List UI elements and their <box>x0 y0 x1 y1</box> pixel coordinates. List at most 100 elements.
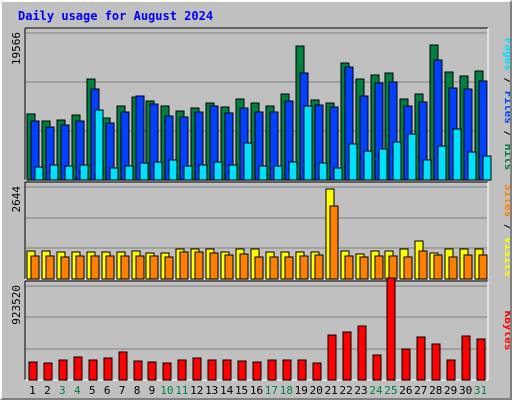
x-tick-label-4: 4 <box>74 384 81 397</box>
bar-sites-17 <box>269 256 279 280</box>
bar-sites-20 <box>314 254 324 280</box>
bar-sites-9 <box>149 255 159 280</box>
bar-sites-26 <box>403 256 413 280</box>
x-tick-label-30: 30 <box>459 384 472 397</box>
bar-pages-20 <box>318 162 328 181</box>
legend-separator: / <box>502 217 510 237</box>
bar-kbytes-5 <box>88 359 98 381</box>
bar-kbytes-19 <box>297 359 307 381</box>
bar-pages-17 <box>273 165 283 181</box>
panel-top: 19566 Pages / Files / Hits <box>10 27 510 181</box>
bar-sites-30 <box>463 254 473 280</box>
legend-item-hits: Hits <box>502 144 510 171</box>
x-tick-label-27: 27 <box>414 384 427 397</box>
bar-sites-19 <box>299 255 309 280</box>
x-tick-label-10: 10 <box>160 384 173 397</box>
legend-item-files: Files <box>502 91 510 124</box>
bar-kbytes-12 <box>192 357 202 381</box>
bar-sites-16 <box>254 256 264 280</box>
bar-kbytes-24 <box>372 354 382 381</box>
legend-item-kbytes: KBytes <box>502 311 510 351</box>
bar-kbytes-15 <box>237 360 247 381</box>
bar-pages-10 <box>168 159 178 181</box>
bar-pages-7 <box>124 165 134 181</box>
bar-sites-7 <box>120 255 130 280</box>
bar-sites-31 <box>478 254 488 280</box>
bar-sites-4 <box>75 255 85 280</box>
x-tick-label-22: 22 <box>339 384 352 397</box>
x-tick-label-21: 21 <box>325 384 338 397</box>
y-tick-label-bottom: 923520 <box>10 285 23 325</box>
bar-pages-12 <box>198 164 208 181</box>
bar-sites-14 <box>224 254 234 280</box>
bar-pages-25 <box>392 141 402 181</box>
bar-kbytes-6 <box>103 357 113 381</box>
x-tick-label-18: 18 <box>280 384 293 397</box>
x-tick-label-14: 14 <box>220 384 234 397</box>
bar-sites-29 <box>448 256 458 280</box>
x-tick-label-2: 2 <box>44 384 51 397</box>
bar-kbytes-26 <box>401 348 411 381</box>
bar-kbytes-29 <box>446 359 456 381</box>
bar-sites-5 <box>90 255 100 280</box>
y-tick-label-middle: 2644 <box>10 186 23 213</box>
bar-sites-15 <box>239 253 249 280</box>
x-tick-label-16: 16 <box>250 384 263 397</box>
series-pages <box>34 105 492 181</box>
x-tick-label-11: 11 <box>175 384 188 397</box>
bar-sites-10 <box>164 256 174 280</box>
bar-pages-26 <box>407 133 417 181</box>
bar-pages-9 <box>153 161 163 181</box>
y-tick-label-top: 19566 <box>10 32 23 65</box>
bar-kbytes-13 <box>207 359 217 381</box>
bar-kbytes-14 <box>222 359 232 381</box>
bar-kbytes-9 <box>147 361 157 381</box>
bar-sites-21 <box>329 205 339 280</box>
bar-kbytes-2 <box>43 362 53 381</box>
bar-pages-14 <box>228 164 238 181</box>
x-tick-label-6: 6 <box>104 384 111 397</box>
bar-sites-22 <box>344 255 354 280</box>
bar-pages-24 <box>378 148 388 181</box>
bar-sites-12 <box>194 251 204 280</box>
bar-pages-30 <box>467 151 477 181</box>
bar-sites-13 <box>209 252 219 280</box>
bar-kbytes-31 <box>476 338 486 381</box>
bar-sites-3 <box>60 256 70 280</box>
bar-pages-1 <box>34 166 44 181</box>
bar-kbytes-16 <box>252 361 262 381</box>
bar-pages-2 <box>49 164 59 181</box>
x-tick-label-24: 24 <box>369 384 383 397</box>
x-tick-label-29: 29 <box>444 384 457 397</box>
bar-sites-28 <box>433 254 443 280</box>
bar-pages-8 <box>139 162 149 181</box>
chart-title: Daily usage for August 2024 <box>18 9 213 23</box>
legend-bottom: KBytes <box>502 311 510 351</box>
legend-item-visits: Visits <box>502 237 510 277</box>
bar-kbytes-8 <box>133 360 143 381</box>
series-kbytes <box>28 277 486 381</box>
bar-kbytes-21 <box>327 334 337 381</box>
bar-sites-24 <box>374 255 384 280</box>
bar-pages-19 <box>303 105 313 181</box>
bar-pages-13 <box>213 161 223 181</box>
bar-kbytes-10 <box>162 362 172 381</box>
bar-kbytes-18 <box>282 359 292 381</box>
x-tick-label-15: 15 <box>235 384 248 397</box>
bar-pages-3 <box>64 165 74 181</box>
bar-kbytes-7 <box>118 351 128 381</box>
bar-pages-31 <box>482 155 492 181</box>
x-tick-label-23: 23 <box>354 384 367 397</box>
bar-pages-5 <box>94 109 104 181</box>
x-tick-label-3: 3 <box>59 384 66 397</box>
x-tick-label-25: 25 <box>384 384 397 397</box>
panel-middle: 2644 Sites / Visits <box>10 181 510 280</box>
bar-kbytes-28 <box>431 343 441 381</box>
bar-kbytes-22 <box>342 331 352 381</box>
x-tick-label-9: 9 <box>149 384 156 397</box>
bar-pages-22 <box>348 143 358 181</box>
legend-top: Pages / Files / Hits <box>502 38 510 171</box>
bar-pages-18 <box>288 161 298 181</box>
legend-item-pages: Pages <box>502 38 510 71</box>
